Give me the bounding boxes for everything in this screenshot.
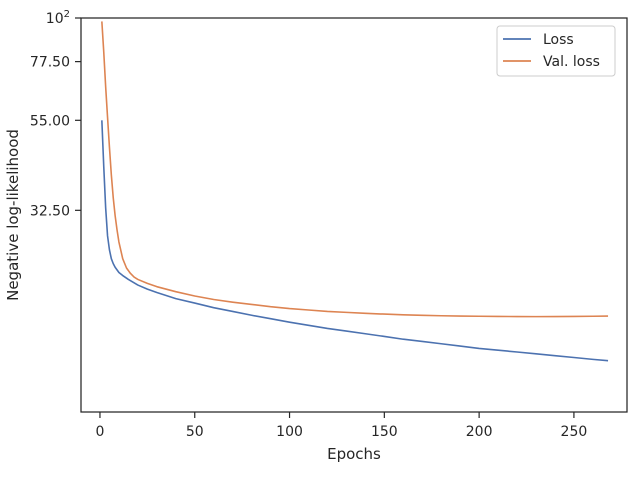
x-tick-label: 100 [276, 424, 303, 440]
y-tick-label: 102 [46, 9, 70, 27]
x-tick-label: 250 [561, 424, 588, 440]
y-tick-label: 55.00 [30, 113, 70, 129]
y-tick-label: 32.50 [30, 203, 70, 219]
y-tick-label: 77.50 [30, 55, 70, 71]
x-tick-label: 0 [95, 424, 104, 440]
plot-content [101, 21, 609, 362]
series-line-loss [101, 120, 609, 362]
x-axis: 0 50 100 150 200 250 [95, 412, 587, 440]
x-axis-label: Epochs [327, 445, 381, 463]
plot-frame [80, 17, 628, 413]
legend-label: Loss [543, 32, 574, 48]
series-line-val-loss [101, 21, 609, 318]
y-axis-label: Negative log-likelihood [4, 129, 22, 301]
x-tick-label: 50 [186, 424, 204, 440]
legend-label: Val. loss [543, 54, 600, 70]
y-axis: 32.50 55.00 77.50 102 [30, 9, 81, 219]
x-tick-label: 150 [371, 424, 398, 440]
legend: Loss Val. loss [496, 25, 616, 77]
x-tick-label: 200 [466, 424, 493, 440]
